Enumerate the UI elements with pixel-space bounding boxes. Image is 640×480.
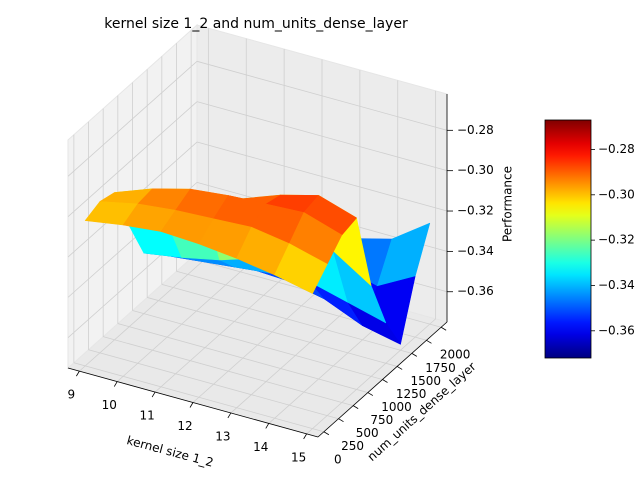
tick-mark (338, 418, 344, 423)
x-tick-label: 13 (215, 429, 230, 443)
grid-line (161, 283, 412, 354)
axes: 9 10 11 12 13 14 15 025050075010001250150017502… (68, 94, 494, 466)
z-tick-label: −0.32 (457, 204, 494, 218)
y-tick-label: 1250 (396, 387, 427, 401)
tick-mark (411, 353, 418, 357)
grid-line (147, 297, 398, 367)
y-tick-label: 0 (334, 452, 342, 466)
y-tick-label: 2000 (440, 348, 471, 362)
tick-mark (382, 379, 388, 383)
y-tick-label: 250 (341, 439, 364, 453)
x-axis-line (67, 367, 319, 438)
tick-mark (113, 381, 118, 387)
grid-line (103, 336, 354, 407)
grid-line (196, 101, 448, 172)
tick-mark (303, 433, 307, 440)
colorbar-tick-label: −0.28 (598, 142, 635, 156)
z-tick-label: −0.28 (457, 123, 494, 137)
tick-mark (265, 423, 270, 429)
tick-mark (189, 402, 194, 408)
y-tick-label: 1750 (425, 361, 456, 375)
grid-line (67, 61, 198, 177)
z-axis-label: Performance (501, 166, 515, 242)
z-tick-label: −0.36 (457, 284, 494, 298)
y-axis-line (317, 321, 448, 438)
surface (84, 188, 431, 345)
tick-mark (367, 392, 374, 396)
grid-line (88, 349, 339, 420)
y-tick-label: 1500 (411, 374, 442, 388)
grid-line (73, 362, 324, 433)
tick-mark (76, 370, 80, 377)
colorbar-tick-label: −0.30 (598, 187, 635, 201)
x-tick-label: 9 (68, 388, 76, 402)
y-tick-label: 750 (370, 413, 393, 427)
x-tick-label: 12 (177, 419, 192, 433)
tick-mark (323, 431, 330, 436)
y-tick-label: 1000 (381, 400, 412, 414)
colorbar-gradient (544, 119, 592, 359)
x-tick-label: 15 (291, 450, 306, 464)
surface-patch (274, 243, 328, 294)
grid-line (196, 141, 448, 212)
x-tick-label: 10 (102, 398, 117, 412)
z-tick-label: −0.34 (457, 244, 494, 258)
tick-mark (426, 339, 432, 344)
z-tick-label: −0.30 (457, 163, 494, 177)
grid-line (132, 310, 383, 380)
grid-line (196, 60, 448, 131)
x-tick-label: 14 (253, 440, 268, 454)
grid-line (67, 101, 198, 217)
y-tick-label: 500 (356, 426, 379, 440)
grid-line (117, 323, 368, 393)
tick-mark (227, 412, 232, 419)
tick-mark (352, 405, 359, 409)
colorbar: −0.36 −0.34 −0.32 −0.30 −0.28 (544, 119, 635, 359)
chart-title: kernel size 1_2 and num_units_dense_laye… (104, 16, 408, 32)
colorbar-tick-label: −0.36 (598, 323, 635, 337)
tick-mark (151, 391, 156, 398)
colorbar-tick-label: −0.34 (598, 278, 635, 292)
tick-mark (396, 366, 403, 370)
x-tick-label: 11 (139, 409, 154, 423)
tick-mark (440, 326, 447, 331)
colorbar-tick-label: −0.32 (598, 233, 635, 247)
x-axis-label: kernel size 1_2 (125, 433, 215, 470)
